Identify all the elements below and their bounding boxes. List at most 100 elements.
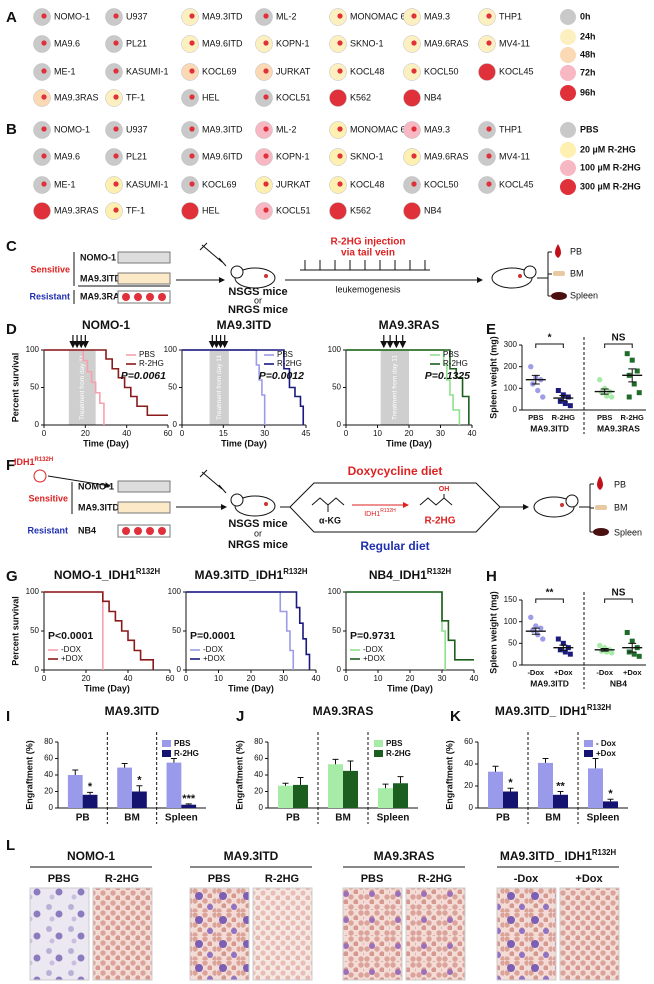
data-point: [567, 651, 573, 657]
chart-title-main: NB4_IDH1: [369, 568, 427, 582]
cell-line-label: ML-2: [276, 11, 297, 21]
diagram-rect: [117, 290, 171, 304]
cell-core: [263, 68, 269, 74]
survival-curve: [346, 591, 474, 661]
y-tick-label: 80: [44, 737, 53, 746]
cell-line-label: KOCL50: [424, 179, 459, 189]
x-tick-label: BM: [124, 813, 140, 824]
chart-title: MA9.3ITD: [217, 318, 272, 332]
diagram-path: [300, 260, 430, 271]
cell-line-label: NB4: [424, 92, 442, 102]
x-tick-label: 30: [279, 674, 288, 683]
data-point: [608, 650, 615, 656]
data-point: [560, 392, 566, 398]
data-point: [596, 376, 603, 383]
legend-label: PBS: [386, 739, 403, 748]
data-point: [631, 381, 637, 387]
data-point: [540, 394, 546, 400]
error-bar: [136, 785, 143, 792]
diagram-rect: [117, 524, 171, 538]
group-label: MA9.3ITD: [530, 423, 569, 433]
y-tick-label: 50: [508, 638, 517, 647]
cell-line-label: KOCL48: [350, 179, 385, 189]
y-tick-label: 50: [30, 626, 39, 635]
construct: IDH1: [14, 457, 35, 467]
label: MA9.3RAS: [80, 291, 126, 301]
y-tick-label: 100: [168, 587, 182, 596]
legend-label: 96h: [580, 87, 596, 97]
chart-title: MA9.3RAS: [313, 704, 374, 718]
cell-core: [486, 68, 492, 74]
cell-core: [263, 207, 269, 213]
x-tick-label: 20: [247, 674, 256, 683]
data-point: [567, 403, 573, 409]
diagram-rect: [117, 480, 171, 493]
cell-line-label: MA9.6ITD: [202, 151, 243, 161]
y-axis-label: Percent survival: [10, 596, 20, 666]
diagram-path: [597, 476, 603, 490]
legend-label: R-2HG: [277, 359, 302, 368]
cell-line-label: K562: [350, 92, 371, 102]
bar: [488, 771, 503, 808]
error-bar: [87, 791, 94, 795]
x-tick-label: +Dox: [554, 668, 573, 677]
legend-label: PBS: [277, 350, 293, 359]
micrograph: [496, 887, 557, 981]
cell-line-label: MA9.6: [54, 38, 80, 48]
label: Sensitive: [30, 264, 70, 274]
image-label: -Dox: [514, 873, 539, 885]
p-value: P<0.0001: [48, 630, 93, 642]
x-tick-label: 10: [373, 429, 382, 438]
x-tick-label: 0: [184, 674, 189, 683]
data-point: [557, 398, 563, 404]
x-tick-label: 45: [302, 429, 311, 438]
data-point: [626, 394, 632, 400]
treatment-label: Treatment from day 11: [392, 355, 399, 420]
diagram-circle: [146, 527, 154, 535]
image-label: PBS: [208, 873, 231, 885]
cell-core: [411, 153, 417, 159]
x-tick-label: R-2HG: [552, 413, 576, 422]
x-tick-label: 30: [260, 429, 269, 438]
cell-line-label: KOCL50: [424, 66, 459, 76]
data-point: [555, 388, 561, 393]
significance: *: [88, 781, 93, 793]
diagram-circle: [560, 503, 564, 507]
cell-core: [337, 94, 343, 100]
legend-label: +Dox: [596, 749, 616, 758]
cell-core: [113, 40, 119, 46]
sem-bar: [559, 644, 568, 651]
cell-line-label: JURKAT: [276, 66, 311, 76]
cell-line-label: MA9.3: [424, 124, 450, 134]
cell-line-label: KOCL51: [276, 205, 311, 215]
chart-title-sup: R132H: [283, 567, 308, 576]
treatment-label: Treatment from day 11: [216, 355, 223, 420]
cell-core: [41, 153, 47, 159]
cell-core: [113, 68, 119, 74]
legend-label: 0h: [580, 11, 591, 21]
cell-line-label: K562: [350, 205, 371, 215]
data-point: [533, 623, 539, 629]
legend-swatch: [560, 9, 576, 25]
cell-core: [189, 126, 195, 132]
error-bar: [492, 765, 499, 772]
y-tick-label: 100: [26, 587, 40, 596]
bar: [343, 770, 358, 808]
x-tick-label: PB: [496, 813, 510, 824]
cell-core: [486, 40, 492, 46]
sem-bar: [628, 642, 637, 653]
x-tick-label: 10: [374, 674, 383, 683]
cell-line-label: HEL: [202, 205, 220, 215]
significance-bracket: [604, 598, 633, 603]
cell-core: [263, 40, 269, 46]
cell-core: [411, 207, 417, 213]
label: leukemogenesis: [335, 284, 401, 294]
legend-label: -DOX: [61, 645, 82, 654]
x-tick-label: BM: [545, 813, 561, 824]
y-tick-label: 0: [337, 420, 342, 429]
diagram-circle: [146, 293, 154, 301]
cell-line-label: MA9.3RAS: [54, 92, 99, 102]
chart-title-sup: R132H: [136, 567, 161, 576]
panel-letter: F: [6, 457, 15, 474]
y-axis-label: Spleen weight (mg): [488, 336, 498, 419]
